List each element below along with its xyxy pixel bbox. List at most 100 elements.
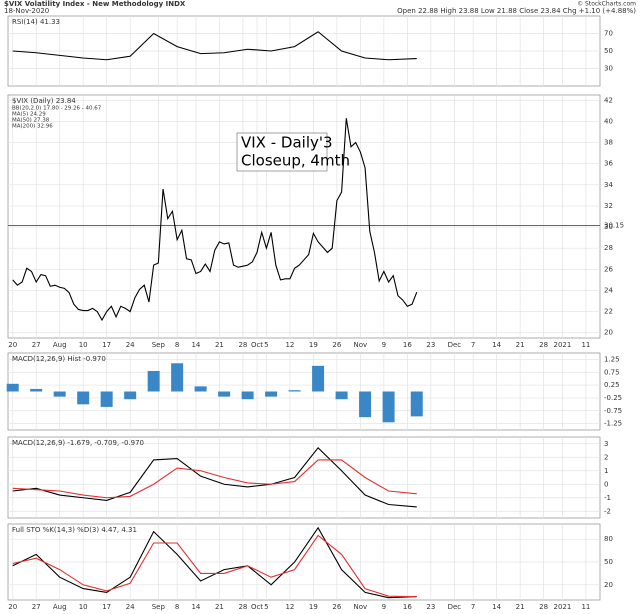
x-tick-label: 9 [382, 341, 386, 349]
histogram-bar [30, 388, 43, 392]
x-tick-label: 10 [79, 603, 88, 611]
panel-label: Full STO %K(14,3) %D(3) 4.47, 4.31 [12, 526, 137, 534]
series-line [12, 118, 418, 322]
x-tick-label: 26 [332, 341, 341, 349]
histogram-bar [410, 391, 423, 417]
x-tick-label: 27 [32, 341, 41, 349]
histogram-bar [100, 391, 113, 407]
header-credit: © StockCharts.com [577, 1, 636, 8]
reference-label: 30.15 [604, 221, 624, 229]
x-tick-label: 11 [581, 603, 590, 611]
y-tick-label: 32 [604, 202, 613, 210]
x-tick-label: 5 [264, 603, 268, 611]
y-tick-label: 34 [604, 181, 613, 189]
header-title: $VIX Volatility Index - New Methodology … [4, 0, 186, 8]
x-tick-label: 16 [403, 341, 412, 349]
panel-label: MACD(12,26,9) -1.679, -0.709, -0.970 [12, 439, 144, 447]
y-tick-label: 2 [604, 453, 608, 461]
legend-entry: MA(5) 24.29 [12, 112, 46, 118]
x-tick-label: 12 [285, 341, 294, 349]
legend-entry: BB(20,2.0) 17.80 - 29.26 - 40.67 [12, 106, 102, 112]
y-tick-label: -2 [604, 507, 611, 515]
x-tick-label: 20 [8, 603, 17, 611]
x-tick-label: 24 [126, 603, 135, 611]
x-tick-label: Sep [152, 341, 166, 349]
panel-frame [7, 436, 601, 519]
panel-frame [7, 352, 601, 431]
series-line [12, 526, 417, 599]
series-line [12, 534, 417, 598]
histogram-bar [335, 391, 348, 400]
series-line [12, 31, 417, 61]
x-tick-label: 17 [102, 341, 111, 349]
y-tick-label: -1.25 [604, 420, 622, 428]
series-line [12, 459, 417, 499]
x-tick-label: 9 [382, 603, 386, 611]
x-tick-label: 19 [309, 603, 318, 611]
x-tick-label: 8 [175, 341, 179, 349]
y-tick-label: 3 [604, 440, 608, 448]
y-tick-label: 24 [604, 286, 613, 294]
annotation-text: Closeup, 4mth [241, 152, 350, 170]
x-tick-label: 20 [8, 341, 17, 349]
y-tick-label: 80 [604, 535, 613, 543]
x-tick-label: 23 [426, 603, 435, 611]
y-tick-label: 40 [604, 117, 613, 125]
y-tick-label: 22 [604, 308, 613, 316]
histogram-bar [288, 390, 301, 392]
y-tick-label: 50 [604, 47, 613, 55]
x-tick-label: 28 [238, 341, 247, 349]
x-tick-label: 14 [492, 341, 501, 349]
header-date: 18-Nov-2020 [4, 7, 49, 15]
y-tick-label: 42 [604, 96, 613, 104]
y-tick-label: 0.25 [604, 381, 620, 389]
histogram-bar [359, 391, 372, 418]
x-tick-label: 2021 [553, 341, 571, 349]
legend-entry: MA(200) 32.96 [12, 124, 53, 130]
y-tick-label: 20 [604, 581, 613, 589]
y-tick-label: 20 [604, 329, 613, 337]
x-tick-label: 16 [403, 603, 412, 611]
y-tick-label: 30 [604, 65, 613, 73]
x-tick-label: 12 [285, 603, 294, 611]
x-tick-label: Oct [251, 603, 263, 611]
panel-label: MACD(12,26,9) Hist -0.970 [12, 355, 106, 363]
histogram-bar [53, 391, 66, 397]
y-tick-label: -1 [604, 494, 611, 502]
panel-frame [7, 94, 601, 339]
annotation-text: VIX - Daily'3 [241, 134, 333, 152]
y-tick-label: 26 [604, 265, 613, 273]
histogram-bar [241, 391, 254, 400]
histogram-bar [312, 365, 325, 392]
x-tick-label: Dec [448, 341, 462, 349]
x-tick-label: 14 [492, 603, 501, 611]
x-tick-label: Nov [354, 603, 368, 611]
x-tick-label: Nov [354, 341, 368, 349]
x-tick-label: 21 [516, 603, 525, 611]
histogram-bar [265, 391, 278, 397]
panel-label: RSI(14) 41.33 [12, 18, 60, 26]
x-tick-label: 21 [215, 603, 224, 611]
x-tick-label: 19 [309, 341, 318, 349]
panel-label: $VIX (Daily) 23.84 [12, 97, 76, 105]
x-tick-label: 28 [238, 603, 247, 611]
histogram-bar [6, 383, 19, 392]
x-tick-label: 7 [471, 341, 475, 349]
histogram-bar [382, 391, 395, 423]
x-tick-label: Aug [53, 341, 67, 349]
histogram-bar [147, 370, 160, 392]
series-line [12, 446, 417, 508]
x-tick-label: 7 [471, 603, 475, 611]
x-tick-label: 2021 [553, 603, 571, 611]
histogram-bar [77, 391, 90, 405]
y-tick-label: 50 [604, 558, 613, 566]
x-tick-label: 17 [102, 603, 111, 611]
x-tick-label: 11 [581, 341, 590, 349]
x-tick-label: 14 [191, 341, 200, 349]
x-tick-label: Dec [448, 603, 462, 611]
x-tick-label: 8 [175, 603, 179, 611]
x-tick-label: 28 [539, 603, 548, 611]
x-tick-label: 26 [332, 603, 341, 611]
annotation-box [236, 132, 328, 172]
